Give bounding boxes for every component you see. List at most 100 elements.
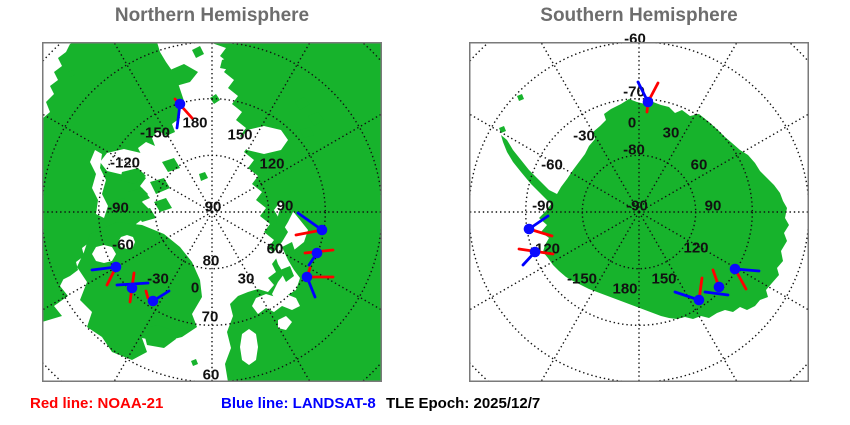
landmass (162, 158, 180, 172)
satellite-marker (673, 276, 705, 306)
grid-label: 70 (202, 309, 219, 326)
satellite-marker (729, 263, 761, 291)
landmass (120, 168, 146, 184)
grid-label: -30 (147, 271, 169, 288)
grid-label: -120 (110, 155, 140, 172)
sea-area (90, 150, 108, 218)
landmass (300, 127, 314, 138)
grid-label: -30 (573, 128, 595, 145)
landsat8-track-line (703, 290, 730, 297)
landmass (517, 94, 524, 101)
grid-label: 30 (238, 271, 255, 288)
satellite-position-dot (693, 294, 705, 306)
landmass (191, 359, 198, 366)
grid-label: -150 (567, 271, 597, 288)
satellite-position-dot (126, 282, 138, 294)
north-map-svg: 180 150 120 90 60 30 0 -30 -60 -90 -120-150 90 80 70 6… (42, 42, 382, 384)
grid-label: -90 (532, 198, 554, 215)
satellite-marker (115, 271, 150, 304)
satellite-position-dot (174, 98, 186, 110)
satellite-marker (294, 211, 328, 237)
grid-label: 120 (683, 240, 708, 257)
latitude-circle (524, 97, 754, 327)
satellite-position-dot (147, 295, 159, 307)
landmass (150, 178, 170, 194)
satellite-marker (144, 289, 171, 307)
landmass (170, 64, 198, 86)
latitude-circle (97, 97, 327, 327)
grid-label: 90 (277, 198, 294, 215)
landmass (192, 46, 204, 58)
sea-area (240, 329, 258, 365)
landmass (282, 242, 296, 260)
grid-label: -60 (112, 237, 134, 254)
landmass (501, 99, 789, 319)
legend-blue-landsat8: Blue line: LANDSAT-8 (221, 395, 376, 412)
legend-red-noaa21: Red line: NOAA-21 (30, 395, 164, 412)
satellite-position-dot (642, 96, 654, 108)
landmass (68, 70, 75, 77)
grid-label: 90 (705, 198, 722, 215)
grid-label: 30 (663, 125, 680, 142)
landmass (112, 198, 130, 214)
satellite-marker (303, 247, 335, 267)
grid-label: 120 (259, 156, 284, 173)
grid-label: 80 (203, 253, 220, 270)
southern-hemisphere-title: Southern Hemisphere (540, 5, 738, 26)
satellite-marker (173, 97, 194, 130)
satellite-marker (523, 214, 554, 238)
satellite-marker (636, 80, 660, 114)
northern-hemisphere-map: 180 150 120 90 60 30 0 -30 -60 -90 -120 -150 90 80 70 6… (42, 42, 382, 384)
south-map-body (469, 42, 809, 382)
north-map-body (42, 42, 382, 382)
legend-tle-epoch: TLE Epoch: 2025/12/7 (386, 395, 541, 412)
satellite-position-dot (713, 281, 725, 293)
landmass (308, 112, 324, 126)
satellite-marker (90, 261, 122, 287)
map-frame (469, 42, 809, 382)
landsat8-track-line (175, 102, 182, 130)
grid-label: 60 (203, 367, 220, 384)
satellite-position-dot (316, 224, 328, 236)
satellite-marker (517, 246, 555, 267)
landmass (143, 325, 176, 348)
satellite-position-dot (523, 223, 535, 235)
grid-label: 0 (628, 115, 636, 132)
grid-label: -60 (541, 157, 563, 174)
landmass (280, 266, 294, 282)
landmass (209, 42, 382, 382)
grid-label: -90 (626, 198, 648, 215)
grid-label: 0 (191, 280, 199, 297)
grid-label: 90 (205, 199, 222, 216)
grid-label: 60 (267, 241, 284, 258)
satellite-position-dot (729, 263, 741, 275)
landmass (154, 198, 172, 212)
landmass (210, 94, 220, 104)
southern-hemisphere-map: 0 30 60 90 120 150 180 -150 -120 -90 -60 -30 -90 -80-… (469, 31, 809, 382)
landmass (128, 188, 150, 204)
grid-label: -80 (623, 142, 645, 159)
landmass (42, 266, 68, 322)
sea-area (118, 235, 135, 249)
sea-area (240, 126, 288, 154)
map-frame (42, 42, 382, 382)
grid-label: 180 (182, 115, 207, 132)
sea-area (92, 245, 116, 263)
grid-label: -90 (107, 200, 129, 217)
grid-label: 60 (691, 157, 708, 174)
sea-area (252, 294, 300, 314)
satellite-position-dot (311, 247, 323, 259)
grid-label: -60 (624, 31, 646, 48)
landmass (276, 202, 294, 232)
grid-label: -150 (140, 125, 170, 142)
satellite-position-dot (529, 246, 541, 258)
south-map-svg: 0306090120150180-150-120-90-60-30-90-80-… (469, 31, 809, 382)
satellite-marker (703, 268, 730, 297)
northern-hemisphere-title: Northern Hemisphere (114, 5, 310, 26)
grid-label: 180 (612, 281, 637, 298)
satellite-position-dot (301, 271, 313, 283)
satellite-position-dot (110, 261, 122, 273)
landmass (199, 172, 208, 181)
grid-label: 150 (227, 127, 252, 144)
